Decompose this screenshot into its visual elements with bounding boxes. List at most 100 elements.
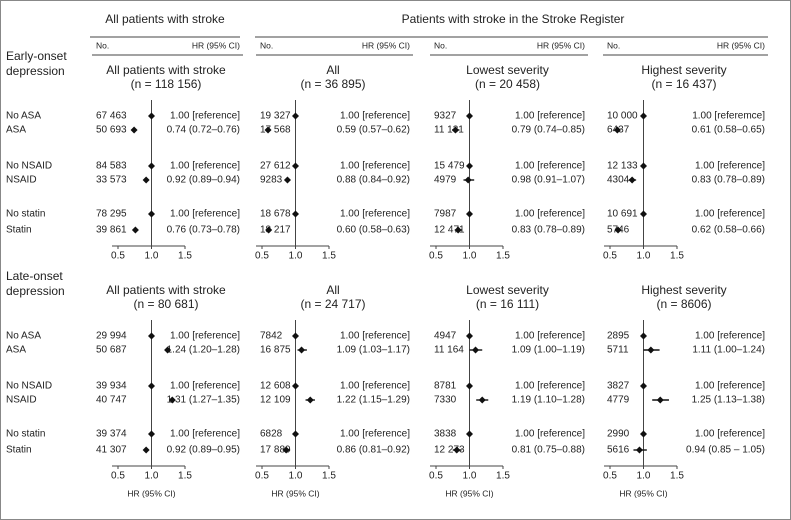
count: 50 693 <box>96 125 127 136</box>
point <box>148 332 155 340</box>
value-label: 1.00 [reference] <box>340 209 410 220</box>
count: 27 612 <box>260 161 291 172</box>
count: 9283 <box>260 175 283 186</box>
x-tick-label: 1.5 <box>322 471 336 482</box>
x-axis-label: HR (95% CI) <box>619 488 667 498</box>
point <box>148 162 155 170</box>
count: 18 217 <box>260 225 291 236</box>
count: 40 747 <box>96 395 127 406</box>
value-label: 0.61 (0.58–0.65) <box>692 125 765 136</box>
x-tick-label: 1.0 <box>463 251 477 262</box>
row-label: Statin <box>6 445 32 456</box>
value-label: 1.00 [reference] <box>515 331 585 342</box>
point <box>628 176 636 184</box>
value-label: 1.00 [reference] <box>515 429 585 440</box>
point <box>292 210 299 218</box>
count: 10 000 <box>607 111 638 122</box>
count: 4947 <box>434 331 457 342</box>
value-label: 0.74 (0.72–0.76) <box>167 125 240 136</box>
point <box>640 210 647 218</box>
value-label: 1.00 [reference] <box>170 429 240 440</box>
section-label: Early-onset <box>6 49 67 63</box>
x-tick-label: 1.0 <box>637 471 651 482</box>
x-tick-label: 1.0 <box>145 251 159 262</box>
count: 78 295 <box>96 209 127 220</box>
x-tick-label: 1.0 <box>463 471 477 482</box>
value-label: 0.94 (0.85 – 1.05) <box>686 445 765 456</box>
x-tick-label: 1.0 <box>145 471 159 482</box>
x-axis-label: HR (95% CI) <box>271 488 319 498</box>
x-tick-label: 1.5 <box>670 251 684 262</box>
x-tick-label: 0.5 <box>255 251 269 262</box>
point <box>292 332 299 340</box>
value-label: 1.00 [reference] <box>695 209 765 220</box>
panel-subtitle: (n = 118 156) <box>131 77 202 91</box>
point <box>142 446 150 454</box>
point <box>656 396 664 404</box>
x-tick-label: 1.0 <box>637 251 651 262</box>
count: 7330 <box>434 395 457 406</box>
value-label: 1.00 [reference] <box>515 381 585 392</box>
value-label: 1.00 [reference] <box>695 429 765 440</box>
panel-subtitle: (n = 16 437) <box>651 77 716 91</box>
value-label: 0.83 (0.78–0.89) <box>512 225 585 236</box>
point <box>282 446 290 454</box>
x-tick-label: 1.5 <box>496 471 510 482</box>
panel-subtitle: (n = 24 717) <box>300 297 365 311</box>
group-header: Patients with stroke in the Stroke Regis… <box>402 12 625 26</box>
count: 6828 <box>260 429 283 440</box>
value-label: 0.88 (0.84–0.92) <box>337 175 410 186</box>
count: 39 861 <box>96 225 127 236</box>
value-label: 1.00 [referemce] <box>692 111 765 122</box>
point <box>265 226 273 234</box>
point <box>148 430 155 438</box>
value-label: 1.19 (1.10–1.28) <box>512 395 585 406</box>
point <box>292 162 299 170</box>
value-label: 1.09 (1.03–1.17) <box>337 345 410 356</box>
count: 2895 <box>607 331 630 342</box>
row-label: ASA <box>6 345 26 356</box>
count: 12 109 <box>260 395 291 406</box>
point <box>472 346 480 354</box>
value-label: 0.83 (0.78–0.89) <box>692 175 765 186</box>
count: 11 164 <box>434 345 464 356</box>
value-label: 1.00 [reference] <box>340 381 410 392</box>
point <box>466 162 473 170</box>
panel-title: All <box>326 283 339 297</box>
value-label: 1.31 (1.27–1.35) <box>167 395 240 406</box>
group-header: All patients with stroke <box>105 12 225 26</box>
row-label: No NSAID <box>6 161 52 172</box>
point <box>292 382 299 390</box>
count: 33 573 <box>96 175 127 186</box>
value-label: 0.98 (0.91–1.07) <box>512 175 585 186</box>
point <box>148 210 155 218</box>
panel-title: Highest severity <box>641 283 726 297</box>
point <box>640 162 647 170</box>
value-label: 1.09 (1.00–1.19) <box>512 345 585 356</box>
count: 4979 <box>434 175 457 186</box>
x-tick-label: 1.5 <box>670 471 684 482</box>
count: 41 307 <box>96 445 127 456</box>
col-header: No. <box>607 40 620 50</box>
row-label: No NSAID <box>6 381 52 392</box>
count: 4304 <box>607 175 630 186</box>
point <box>142 176 150 184</box>
col-header: HR (95% CI) <box>192 40 240 50</box>
row-label: No statin <box>6 429 45 440</box>
count: 67 463 <box>96 111 127 122</box>
value-label: 0.79 (0.74–0.85) <box>512 125 585 136</box>
point <box>466 332 473 340</box>
count: 16 875 <box>260 345 291 356</box>
point <box>148 382 155 390</box>
count: 19 327 <box>260 111 291 122</box>
point <box>453 446 461 454</box>
count: 7842 <box>260 331 283 342</box>
point <box>613 126 621 134</box>
section-label: Late-onset <box>6 269 63 283</box>
x-tick-label: 1.5 <box>178 251 192 262</box>
point <box>640 332 647 340</box>
point <box>640 430 647 438</box>
x-tick-label: 0.5 <box>111 471 125 482</box>
point <box>130 126 138 134</box>
value-label: 0.76 (0.73–0.78) <box>167 225 240 236</box>
